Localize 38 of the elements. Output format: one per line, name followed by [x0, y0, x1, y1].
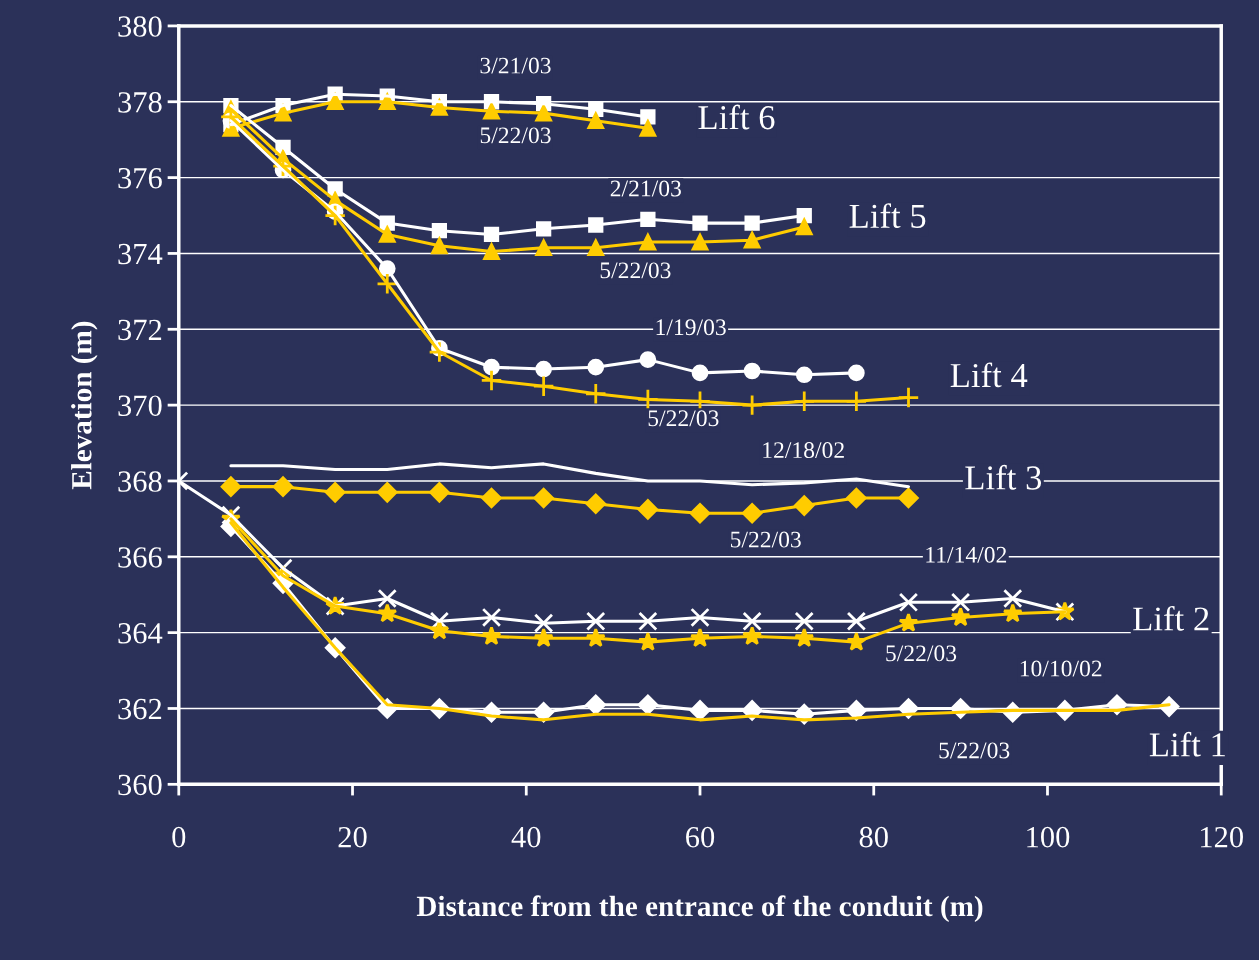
y-tick-label: 366 [118, 547, 162, 568]
annotation: 5/22/03 [939, 742, 1010, 759]
x-tick-label: 60 [686, 826, 715, 848]
x-axis-title: Distance from the entrance of the conduit (m) [416, 895, 983, 923]
annotation: Lift 2 [1133, 605, 1209, 631]
annotation: Lift 5 [849, 203, 926, 228]
x-tick-label: 100 [1027, 826, 1070, 848]
annotation: 5/22/03 [886, 645, 957, 662]
annotation: Lift 6 [698, 104, 775, 130]
y-tick-label: 364 [118, 623, 163, 644]
annotation: 5/22/03 [648, 410, 719, 427]
y-tick-label: 378 [118, 92, 162, 113]
y-tick-label: 368 [118, 471, 162, 492]
x-tick-label: 40 [511, 826, 541, 848]
annotation: 5/22/03 [480, 127, 551, 144]
annotation: Lift 3 [965, 464, 1042, 490]
annotation: 3/21/03 [480, 57, 551, 74]
y-tick-label: 362 [118, 698, 162, 720]
y-tick-label: 370 [118, 395, 162, 417]
y-tick-label: 374 [118, 243, 163, 265]
y-axis-title: Elevation (m) [71, 321, 98, 490]
annotation: 11/14/02 [926, 546, 1007, 563]
annotation: 5/22/03 [600, 262, 671, 279]
annotation: Lift 4 [950, 362, 1028, 388]
x-tick-label: 20 [338, 826, 367, 848]
y-tick-label: 376 [118, 167, 162, 189]
annotation: 1/19/03 [656, 319, 726, 336]
x-tick-label: 80 [859, 826, 888, 848]
annotation: 12/18/02 [763, 442, 844, 459]
annotation: Lift 1 [1149, 731, 1225, 757]
annotation: 2/21/03 [610, 180, 681, 197]
annotation: 10/10/02 [1020, 660, 1102, 677]
x-tick-label: 0 [172, 826, 186, 848]
y-tick-label: 380 [118, 16, 162, 37]
annotation: 5/22/03 [730, 531, 801, 548]
y-tick-label: 360 [118, 774, 162, 796]
y-tick-label: 372 [118, 319, 162, 341]
x-tick-label: 120 [1201, 826, 1243, 848]
